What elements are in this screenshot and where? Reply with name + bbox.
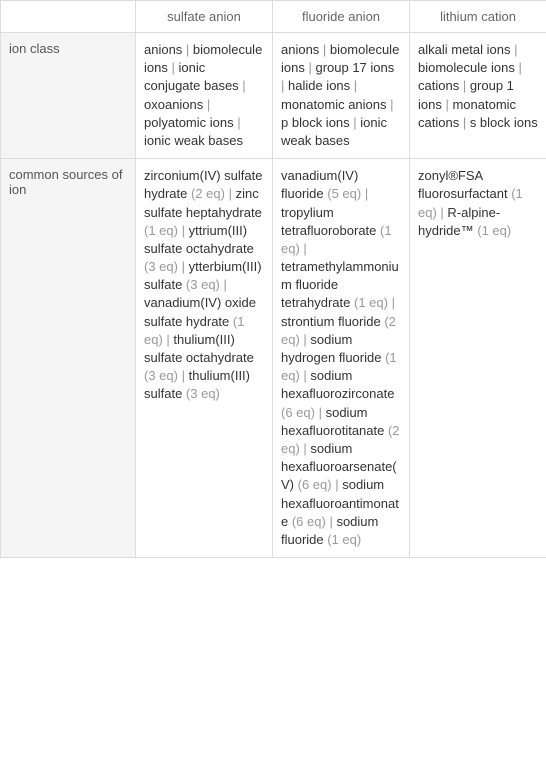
common-sources-label: common sources of ion — [1, 159, 136, 558]
ion-class-fluoride: anions | biomolecule ions | group 17 ion… — [273, 33, 410, 159]
common-sources-lithium: zonyl®FSA fluorosurfactant (1 eq) | R-al… — [410, 159, 546, 558]
header-fluoride: fluoride anion — [273, 1, 410, 33]
header-sulfate: sulfate anion — [136, 1, 273, 33]
ion-class-label: ion class — [1, 33, 136, 159]
ion-comparison-table: sulfate anion fluoride anion lithium cat… — [0, 0, 546, 558]
ion-class-row: ion class anions | biomolecule ions | io… — [1, 33, 546, 159]
table-header-row: sulfate anion fluoride anion lithium cat… — [1, 1, 546, 33]
common-sources-fluoride: vanadium(IV) fluoride (5 eq) | tropylium… — [273, 159, 410, 558]
ion-class-lithium: alkali metal ions | biomolecule ions | c… — [410, 33, 546, 159]
common-sources-sulfate: zirconium(IV) sulfate hydrate (2 eq) | z… — [136, 159, 273, 558]
ion-class-sulfate: anions | biomolecule ions | ionic conjug… — [136, 33, 273, 159]
header-lithium: lithium cation — [410, 1, 546, 33]
header-empty — [1, 1, 136, 33]
common-sources-row: common sources of ion zirconium(IV) sulf… — [1, 159, 546, 558]
